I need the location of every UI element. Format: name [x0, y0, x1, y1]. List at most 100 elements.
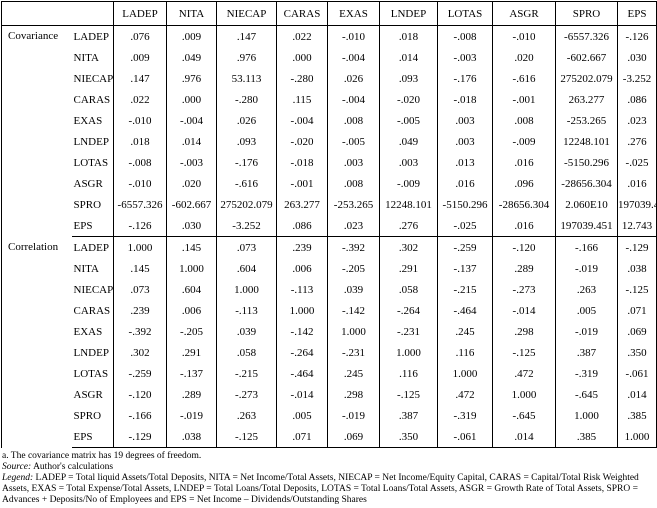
- cell: .023: [617, 110, 657, 131]
- column-header: CARAS: [276, 1, 328, 26]
- cell: -.125: [379, 384, 438, 405]
- cell: -.264: [276, 342, 328, 363]
- table-row: ASGR -.120.289 -.273 -.014.298 -.125.472 1.00…: [2, 384, 657, 405]
- cell: -.120: [113, 384, 167, 405]
- column-header: LNDEP: [379, 1, 438, 26]
- cell: .030: [166, 215, 217, 237]
- table-row: CARAS .239.006 -.113 1.000 -.142 -.264 -.464 -.…: [2, 300, 657, 321]
- cell: -.008: [437, 25, 493, 47]
- cell: .604: [216, 258, 277, 279]
- cell: .049: [379, 131, 438, 152]
- header-row: LADEP NITA NIECAP CARAS EXAS LNDEP LOTAS ASGR SP…: [1, 1, 657, 26]
- cell: .023: [327, 215, 380, 237]
- cell: 197039.451: [555, 215, 618, 237]
- cell: .014: [166, 131, 217, 152]
- cell: .014: [492, 426, 556, 448]
- table-row: LOTAS -.008 -.003 -.176 -.018.003.003.013.01…: [2, 152, 657, 173]
- table-body: Covariance LADEP .076.009.147.022 -.010.018…: [1, 25, 657, 448]
- cell: .350: [379, 426, 438, 448]
- table-row: NITA .145 1.000.604.006 -.205.291 -.137.289-…: [2, 258, 657, 279]
- cell: .291: [379, 258, 438, 279]
- cell: .276: [617, 131, 657, 152]
- cell: .291: [166, 342, 217, 363]
- table-row: SPRO -6557.326 -602.667 275202.079 263.277 -2…: [2, 194, 657, 215]
- cell: -5150.296: [555, 152, 618, 173]
- cell: 1.000: [113, 236, 167, 258]
- cell: .008: [492, 110, 556, 131]
- column-header: SPRO: [555, 1, 618, 26]
- matrix-table: LADEP NITA NIECAP CARAS EXAS LNDEP LOTAS ASGR SP…: [1, 1, 657, 448]
- cell: .058: [379, 279, 438, 300]
- cell: -.392: [327, 236, 380, 258]
- column-header: LOTAS: [437, 1, 493, 26]
- cell: -.010: [492, 25, 556, 47]
- cell: -.166: [113, 405, 167, 426]
- column-header: EPS: [617, 1, 657, 26]
- cell: .008: [327, 173, 380, 194]
- table-row: EPS -.126.030 -3.252.086.023.276 -.025.016 1…: [2, 215, 657, 237]
- source-text: Author's calculations: [33, 462, 114, 472]
- cell: -.137: [166, 363, 217, 384]
- cell: -.319: [437, 405, 493, 426]
- row-label: LADEP: [71, 236, 114, 258]
- cell: -.025: [437, 215, 493, 237]
- corner: [1, 1, 114, 26]
- table-row: LOTAS -.259 -.137 -.215 -.464.245.116 1.000.4…: [2, 363, 657, 384]
- table-row: EPS -.129.038 -.125.071.069.350 -.061.014.3…: [2, 426, 657, 448]
- cell: -.129: [113, 426, 167, 448]
- table-row: CARAS .022.000 -.280.115 -.004 -.020 -.018 -.0…: [2, 89, 657, 110]
- cell: -.176: [216, 152, 277, 173]
- cell: -.001: [492, 89, 556, 110]
- cell: -.004: [327, 47, 380, 68]
- cell: .018: [113, 131, 167, 152]
- cell: .005: [555, 300, 618, 321]
- cell: .289: [492, 258, 556, 279]
- cell: .000: [166, 89, 217, 110]
- cell: .604: [166, 279, 217, 300]
- cell: .069: [327, 426, 380, 448]
- cell: .976: [166, 68, 217, 89]
- cell: -.018: [276, 152, 328, 173]
- cell: -.125: [617, 279, 657, 300]
- section-label: Covariance: [1, 25, 72, 237]
- cell: -.001: [276, 173, 328, 194]
- cell: -.113: [276, 279, 328, 300]
- cell: .008: [327, 110, 380, 131]
- cell: .026: [216, 110, 277, 131]
- cell: -.176: [437, 68, 493, 89]
- cell: -.166: [555, 236, 618, 258]
- cell: -.126: [113, 215, 167, 237]
- cell: .006: [276, 258, 328, 279]
- cell: -.273: [492, 279, 556, 300]
- row-label: LADEP: [71, 25, 114, 47]
- cell: .086: [276, 215, 328, 237]
- cell: -.392: [113, 321, 167, 342]
- cell: -.319: [555, 363, 618, 384]
- cell: .116: [437, 342, 493, 363]
- cell: -.464: [276, 363, 328, 384]
- row-label: LNDEP: [71, 131, 114, 152]
- cell: -.019: [327, 405, 380, 426]
- cell: .073: [216, 236, 277, 258]
- cell: .076: [113, 25, 167, 47]
- row-label: CARAS: [71, 300, 114, 321]
- cell: -6557.326: [113, 194, 167, 215]
- cell: -.014: [492, 300, 556, 321]
- cell: .030: [617, 47, 657, 68]
- cell: .038: [617, 258, 657, 279]
- row-label: EPS: [71, 215, 114, 237]
- cell: -.019: [555, 258, 618, 279]
- table-row: LNDEP .302.291.058 -.264 -.231 1.000.116 -.12…: [2, 342, 657, 363]
- cell: .014: [617, 384, 657, 405]
- cell: -.259: [113, 363, 167, 384]
- cell: .073: [113, 279, 167, 300]
- table-row: NIECAP .147.976 53.113 -.280.026.093 -.176 -.…: [2, 68, 657, 89]
- legend-text: LADEP = Total liquid Assets/Total Deposi…: [2, 473, 639, 505]
- cell: 263.277: [555, 89, 618, 110]
- cell: -.645: [492, 405, 556, 426]
- row-label: LOTAS: [71, 152, 114, 173]
- cell: .472: [492, 363, 556, 384]
- cell: -.126: [617, 25, 657, 47]
- legend-label: Legend:: [2, 473, 34, 483]
